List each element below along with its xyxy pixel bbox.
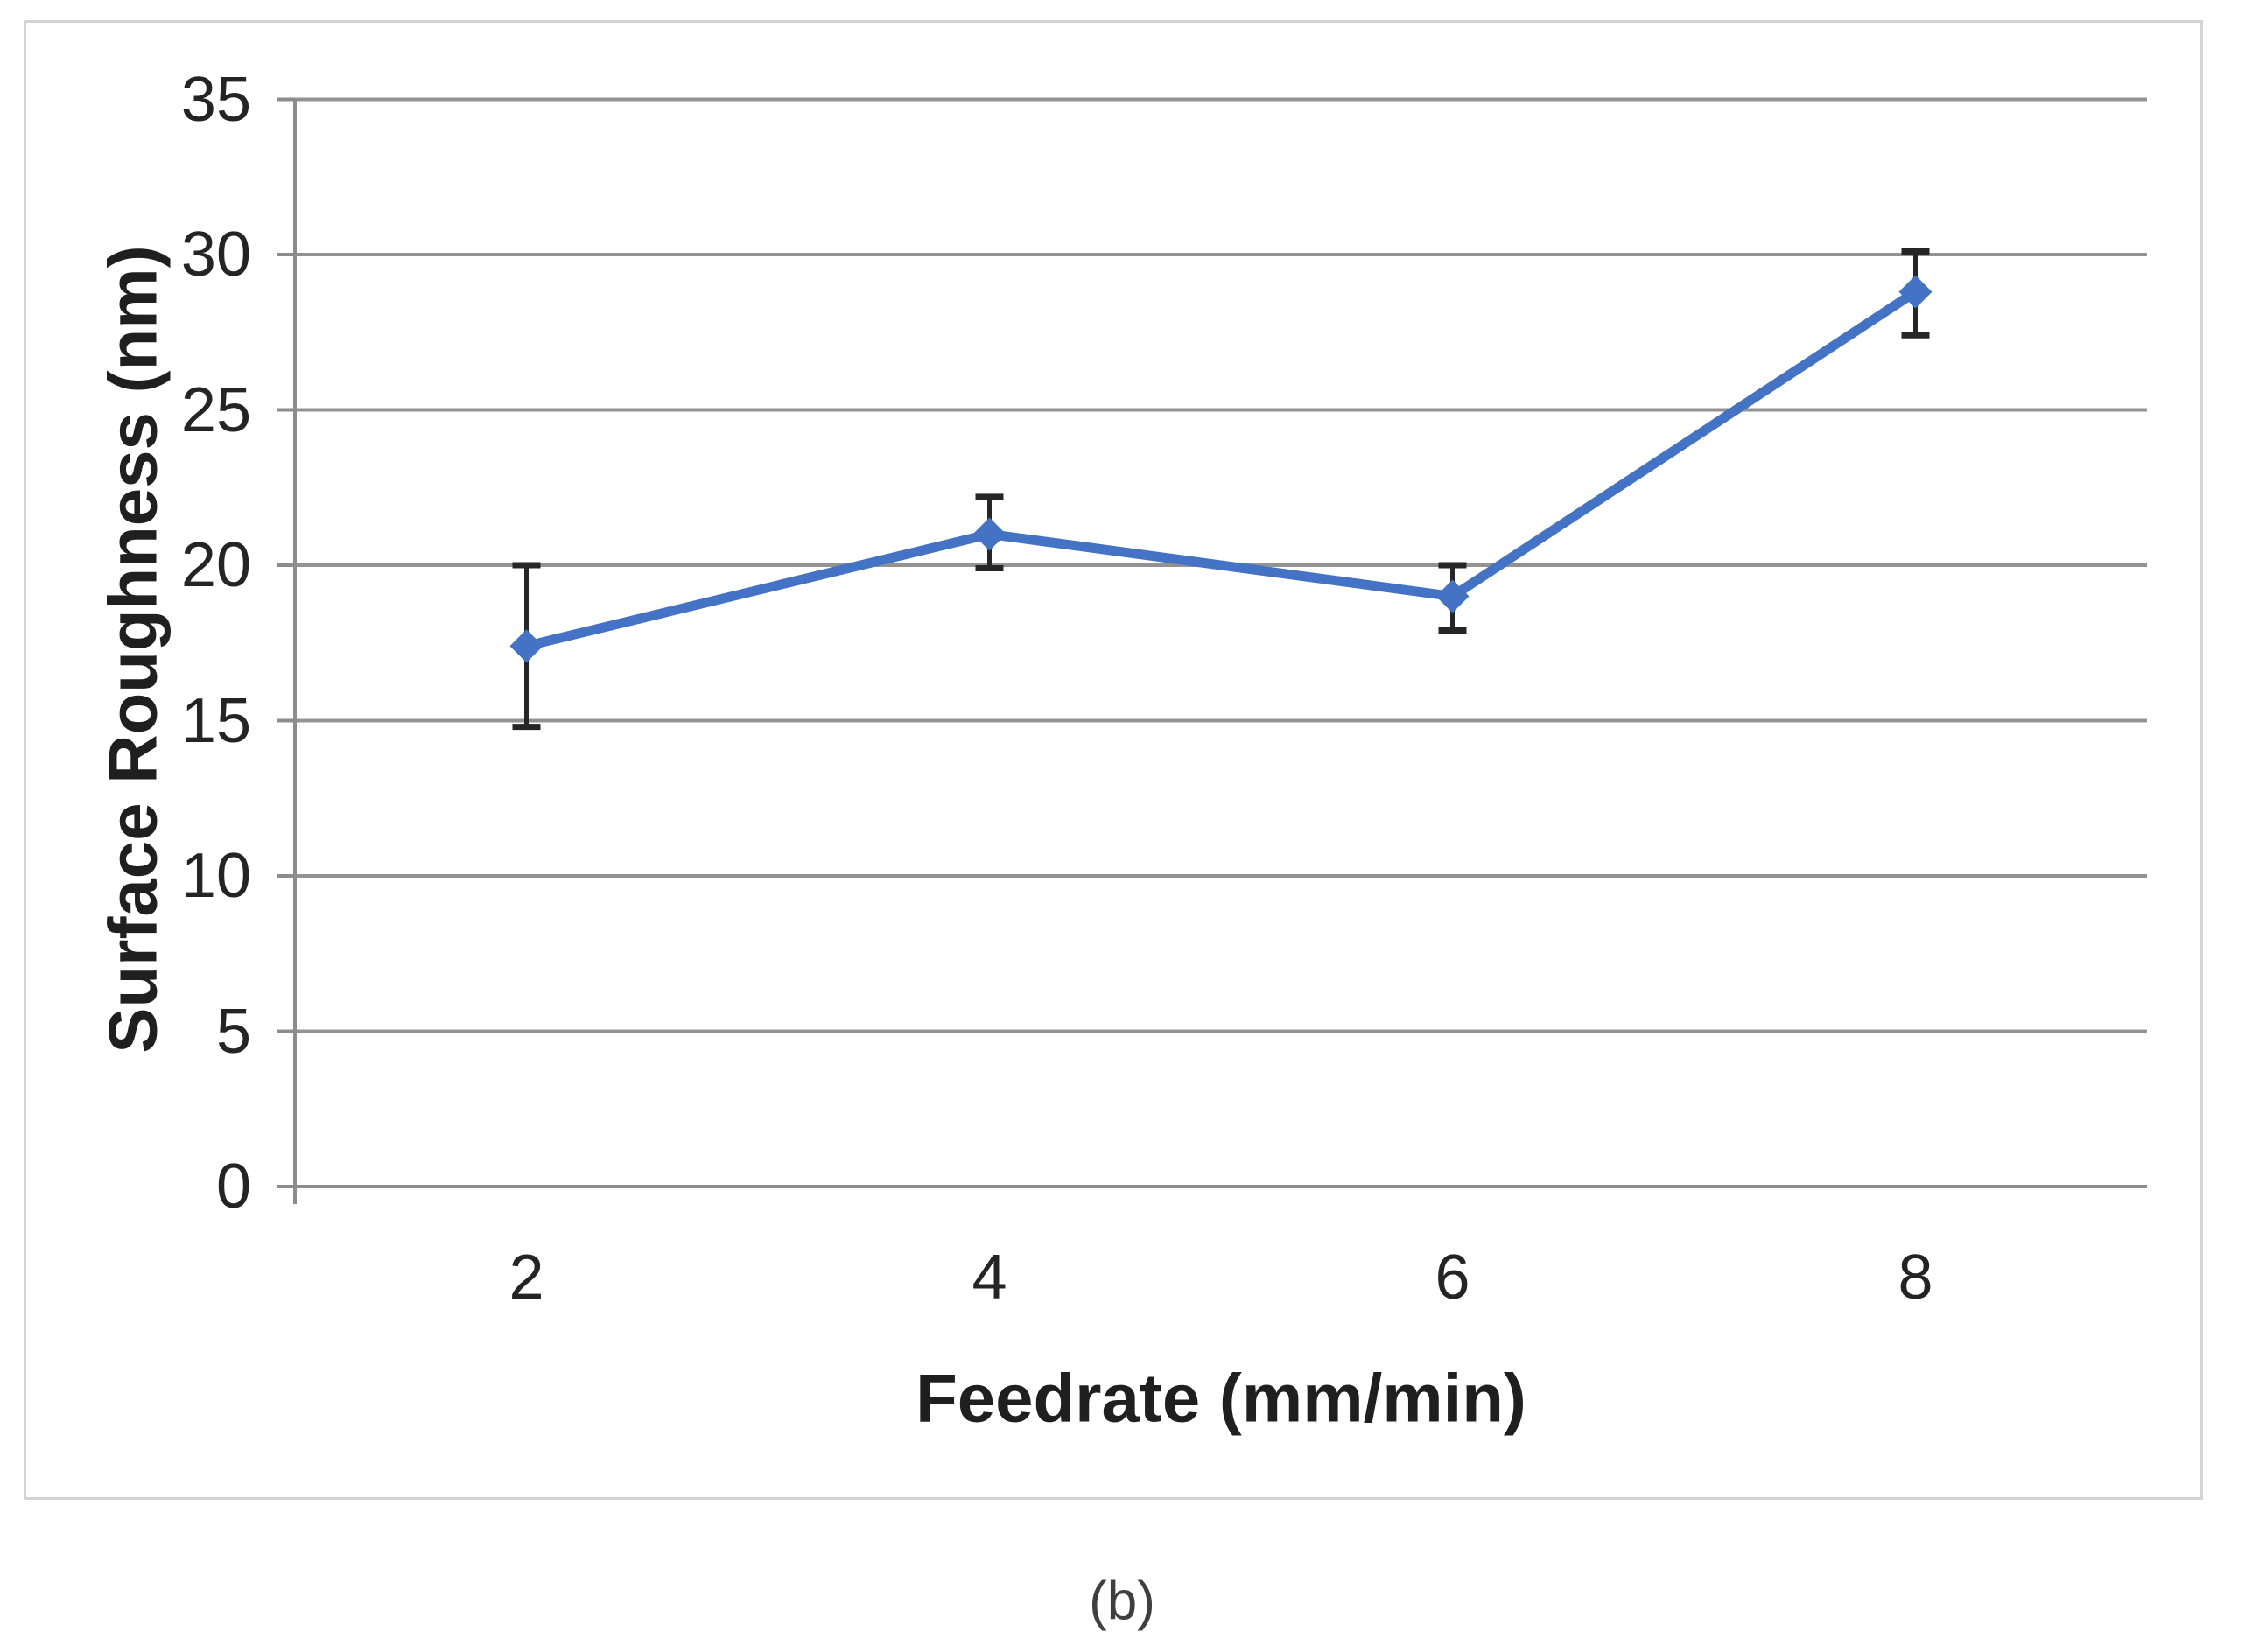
x-tick-label: 6 — [1435, 1242, 1470, 1312]
x-axis-title: Feedrate (mm/min) — [916, 1359, 1526, 1437]
y-tick-label: 25 — [180, 374, 251, 445]
subfigure-caption: (b) — [1089, 1571, 1155, 1632]
x-tick-label: 2 — [509, 1242, 544, 1312]
y-tick-label: 10 — [180, 841, 251, 911]
y-tick-label: 5 — [215, 996, 251, 1067]
data-point-marker — [972, 517, 1007, 551]
data-point-marker — [1435, 579, 1470, 613]
chart-container — [24, 20, 2203, 1500]
data-point-marker — [509, 629, 544, 663]
series-line — [522, 287, 1920, 651]
y-tick-label: 30 — [180, 220, 251, 290]
y-tick-label: 35 — [180, 64, 251, 135]
x-tick-label: 4 — [972, 1242, 1007, 1312]
y-tick-label: 0 — [215, 1152, 251, 1222]
y-tick-label: 15 — [180, 685, 251, 756]
y-tick-label: 20 — [180, 530, 251, 600]
y-axis-title: Surface Roughness (nm) — [94, 245, 172, 1054]
data-point-marker — [1898, 275, 1933, 309]
x-tick-label: 8 — [1898, 1242, 1933, 1312]
